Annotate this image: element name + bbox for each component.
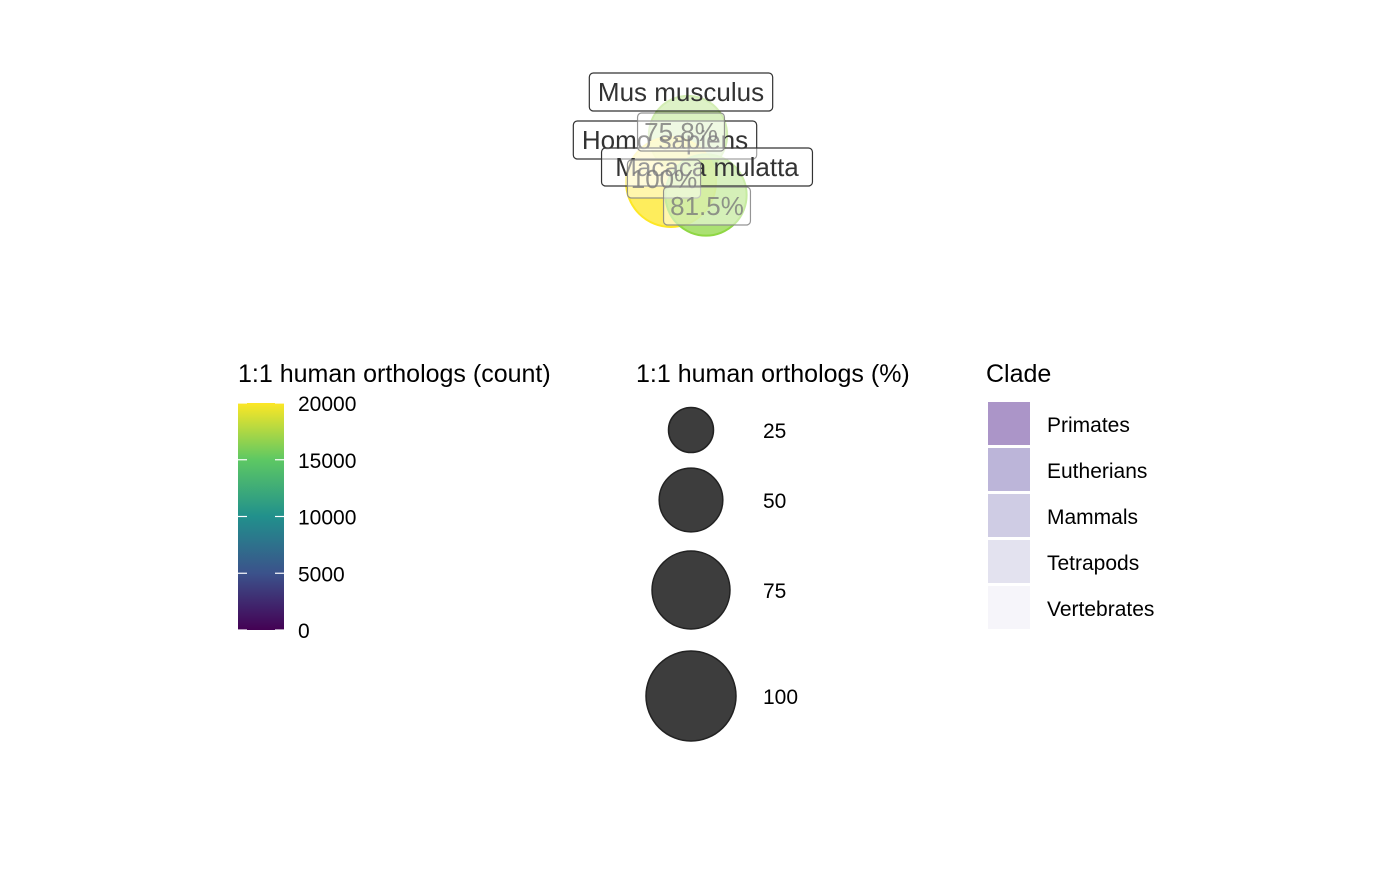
percent-label-text: 81.5% xyxy=(670,191,744,221)
size-legend-label: 100 xyxy=(763,686,798,709)
clade-swatch xyxy=(988,402,1030,445)
percent-label: 75.8% xyxy=(636,112,726,152)
size-legend-circle xyxy=(658,467,724,533)
colorbar-tick-label: 15000 xyxy=(298,450,356,473)
clade-legend: Clade Primates Eutherians Mammals Tetrapods… xyxy=(986,360,1154,629)
clade-legend-label: Mammals xyxy=(1047,506,1138,529)
size-legend-circle xyxy=(651,550,731,630)
clade-legend-label: Tetrapods xyxy=(1047,552,1139,575)
percent-label-box xyxy=(662,186,752,226)
clade-swatch xyxy=(988,494,1030,537)
percent-label: 100% xyxy=(626,159,702,199)
species-label-box xyxy=(600,147,814,187)
size-legend-label: 25 xyxy=(763,420,786,443)
percent-label-text: 75.8% xyxy=(644,117,718,147)
size-legend-circle xyxy=(667,406,715,454)
count-legend: 1:1 human orthologs (count) 0 5000 10000 15… xyxy=(238,360,551,643)
count-legend-title: 1:1 human orthologs (count) xyxy=(238,360,551,388)
species-label-text: Mus musculus xyxy=(598,77,764,107)
clade-legend-title: Clade xyxy=(986,360,1051,388)
clade-swatch xyxy=(988,586,1030,629)
colorbar-tick-label: 10000 xyxy=(298,507,356,530)
species-label: Macaca mulatta xyxy=(600,147,814,187)
colorbar-tick-label: 20000 xyxy=(298,393,356,416)
clade-swatch xyxy=(988,448,1030,491)
size-legend: 1:1 human orthologs (%) 25 50 75 100 xyxy=(636,360,910,742)
clade-legend-label: Primates xyxy=(1047,414,1130,437)
size-legend-label: 75 xyxy=(763,580,786,603)
size-legend-circle xyxy=(645,650,737,742)
species-label-text: Macaca mulatta xyxy=(615,152,799,182)
clade-legend-label: Eutherians xyxy=(1047,460,1147,483)
species-label-box xyxy=(588,72,774,112)
colorbar-tick-label: 0 xyxy=(298,620,310,643)
species-label: Mus musculus xyxy=(588,72,774,112)
clade-swatch xyxy=(988,540,1030,583)
percent-label: 81.5% xyxy=(662,186,752,226)
size-legend-title: 1:1 human orthologs (%) xyxy=(636,360,910,388)
percent-label-box xyxy=(636,112,726,152)
colorbar-tick-label: 5000 xyxy=(298,563,345,586)
clade-legend-label: Vertebrates xyxy=(1047,598,1154,621)
size-legend-label: 50 xyxy=(763,490,786,513)
